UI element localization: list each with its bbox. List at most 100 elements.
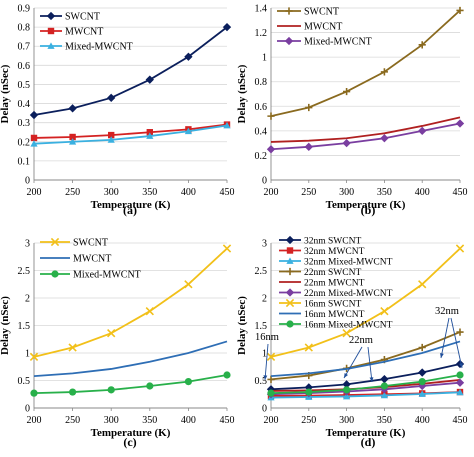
series-line-1 <box>33 26 228 116</box>
data-point <box>222 244 232 253</box>
legend-label: 22nm SWCNT <box>304 268 361 278</box>
series-line-7 <box>270 247 461 358</box>
x-tick-label: 250 <box>301 187 316 198</box>
series-line-1 <box>33 247 228 358</box>
legend-label: 32nm SWCNT <box>304 237 361 247</box>
y-tick-label: 2.5 <box>255 266 268 277</box>
legend-swatch-marker <box>285 298 295 308</box>
x-tick-label: 450 <box>220 415 235 426</box>
data-point <box>456 371 464 379</box>
annotation-arrowhead <box>344 373 348 378</box>
y-tick-label: 2.5 <box>18 266 31 277</box>
y-axis-label: Delay (nSec) <box>0 64 11 123</box>
series-line-1 <box>270 9 461 117</box>
y-tick-label: 0.6 <box>255 102 268 113</box>
legend-label: Mixed-MWCNT <box>73 270 141 281</box>
y-tick-label: 0.7 <box>18 42 31 53</box>
legend-swatch-marker <box>46 11 56 21</box>
data-point <box>418 343 426 352</box>
panel-caption: (d) <box>361 435 376 449</box>
legend-swatch-marker <box>286 267 294 276</box>
panel-caption: (a) <box>123 203 137 217</box>
data-point <box>69 388 77 396</box>
data-point <box>342 329 351 338</box>
data-point <box>380 307 389 316</box>
x-tick-label: 350 <box>377 187 392 198</box>
y-tick-label: 0.8 <box>18 23 31 34</box>
data-point <box>69 133 76 141</box>
series-line-2 <box>270 116 461 143</box>
x-tick-label: 250 <box>301 415 316 426</box>
data-point <box>29 352 39 362</box>
data-point <box>30 140 38 147</box>
legend-swatch-marker <box>285 288 295 297</box>
legend-label: Mixed-MWCNT <box>304 37 372 48</box>
data-point <box>69 138 77 145</box>
data-point <box>380 68 388 76</box>
data-point <box>418 378 426 386</box>
data-point <box>107 136 115 143</box>
chart-panel-4: 0 0.5 1 1.5 2 2.5 3 200 250 300 350 400 450 Temperatu… <box>236 235 468 449</box>
data-point <box>380 374 389 384</box>
legend-swatch-marker <box>284 36 294 46</box>
data-point <box>305 388 313 396</box>
x-tick-label: 300 <box>339 187 354 198</box>
annotation-arrow <box>264 343 269 381</box>
x-tick-label: 400 <box>181 187 196 198</box>
x-tick-label: 400 <box>181 415 196 426</box>
annotation-arrowhead <box>369 377 374 382</box>
data-point <box>455 378 465 387</box>
legend-swatch-marker <box>51 270 59 278</box>
annotation-arrowhead <box>439 353 444 358</box>
y-tick-label: 0 <box>262 176 267 187</box>
data-point <box>146 132 154 139</box>
data-point <box>343 386 351 394</box>
data-point <box>266 145 276 154</box>
annotation-label: 16nm <box>255 332 279 343</box>
series-line-3 <box>270 391 461 399</box>
data-point <box>223 121 231 129</box>
series-line-3 <box>33 124 228 145</box>
legend-label: MWCNT <box>304 22 342 33</box>
y-tick-label: 0 <box>262 404 267 415</box>
annotation-label: 32nm <box>435 306 459 317</box>
x-axis-label: Temperature (K) <box>91 199 171 211</box>
y-tick-label: 0.3 <box>18 118 31 129</box>
x-tick-label: 450 <box>220 187 235 198</box>
data-point <box>455 244 465 253</box>
data-point <box>456 388 464 396</box>
x-tick-label: 400 <box>415 415 430 426</box>
legend-swatch-marker <box>47 27 55 35</box>
x-tick-label: 300 <box>339 415 354 426</box>
x-tick-label: 350 <box>142 187 157 198</box>
legend-label: 16nm SWCNT <box>304 300 361 310</box>
chart-panel-3: 0 0.5 1 1.5 2 2.5 3 200 250 300 350 400 450 Temperatu… <box>0 238 235 450</box>
data-point <box>266 352 276 362</box>
x-tick-label: 250 <box>65 187 80 198</box>
panel-caption: (c) <box>123 435 136 449</box>
legend-label: 22nm MWCNT <box>304 279 365 289</box>
data-point <box>184 378 192 386</box>
data-point <box>304 142 313 151</box>
data-point <box>184 127 192 135</box>
y-axis-label: Delay (nSec) <box>0 296 11 355</box>
y-tick-label: 2 <box>25 294 30 305</box>
x-tick-label: 350 <box>142 415 157 426</box>
legend-label: SWCNT <box>73 238 108 249</box>
data-point <box>146 129 153 136</box>
legend-label: 16nm MWCNT <box>304 310 365 320</box>
y-tick-label: 0.4 <box>255 126 268 137</box>
y-tick-label: 1 <box>25 349 30 360</box>
data-point <box>267 112 275 120</box>
y-tick-label: 1.5 <box>18 321 31 332</box>
y-tick-label: 3 <box>25 239 30 250</box>
x-tick-label: 350 <box>377 415 392 426</box>
data-point <box>267 389 275 397</box>
data-point <box>418 126 427 136</box>
annotation-arrow <box>450 317 463 369</box>
y-axis-label: Delay (nSec) <box>236 64 248 123</box>
legend-swatch-marker <box>50 237 60 247</box>
y-tick-label: 0.1 <box>18 156 31 167</box>
y-tick-label: 0.9 <box>18 4 31 15</box>
